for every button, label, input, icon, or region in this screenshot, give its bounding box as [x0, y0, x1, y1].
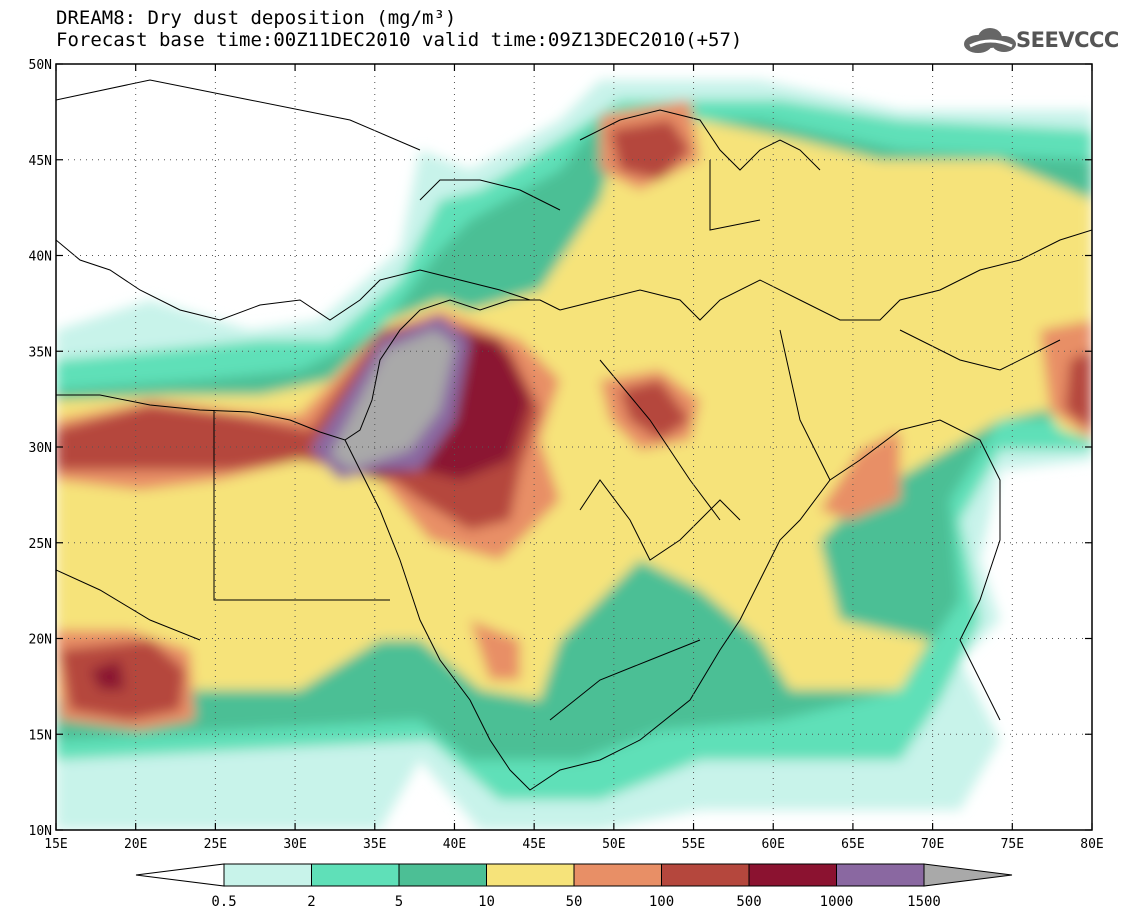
lon-tick-label: 15E [44, 837, 67, 850]
map-subtitle: Forecast base time:00Z11DEC2010 valid ti… [56, 29, 743, 51]
colorbar-swatch [486, 863, 575, 887]
colorbar-swatches [135, 863, 1013, 887]
colorbar-label: 1500 [907, 894, 941, 910]
colorbar-swatch [748, 863, 837, 887]
colorbar-label: 0.5 [211, 894, 236, 910]
colorbar-label: 500 [736, 894, 761, 910]
colorbar-label: 50 [566, 894, 583, 910]
colorbar-swatch [836, 863, 925, 887]
axis-ticks: 15E 20E 25E 30E 35E 40E 45E 50E 55E 60E 65E 70E 75E 8… [29, 58, 1104, 850]
colorbar-swatch [311, 863, 400, 887]
colorbar: 0.5 2 5 10 50 100 500 1000 1500 [135, 863, 1013, 910]
logo-text: SEEVCCC [1016, 28, 1119, 52]
lon-tick-label: 30E [283, 837, 306, 850]
lat-tick-label: 20N [29, 633, 52, 648]
lon-tick-label: 55E [682, 837, 705, 850]
lon-tick-label: 40E [443, 837, 466, 850]
lon-tick-label: 60E [761, 837, 784, 850]
colorbar-label: 10 [478, 894, 495, 910]
lon-tick-label: 70E [921, 837, 944, 850]
lon-tick-label: 25E [204, 837, 227, 850]
colorbar-swatch [223, 863, 312, 887]
colorbar-swatch [661, 863, 750, 887]
colorbar-swatch [398, 863, 487, 887]
lat-tick-label: 10N [29, 824, 52, 839]
coastlines [56, 79, 1092, 791]
lat-tick-label: 35N [29, 345, 52, 360]
lon-tick-label: 65E [841, 837, 864, 850]
lon-tick-label: 35E [363, 837, 386, 850]
map-title: DREAM8: Dry dust deposition (mg/m³) [56, 7, 457, 29]
colorbar-over-triangle [923, 863, 1013, 887]
colorbar-swatch [573, 863, 662, 887]
lat-tick-label: 40N [29, 250, 52, 265]
lat-tick-label: 30N [29, 441, 52, 456]
deposition-field [56, 64, 1092, 830]
colorbar-under-triangle [135, 863, 225, 887]
lon-tick-label: 80E [1080, 837, 1103, 850]
lat-tick-label: 15N [29, 728, 52, 743]
colorbar-label: 1000 [820, 894, 854, 910]
colorbar-labels: 0.5 2 5 10 50 100 500 1000 1500 [211, 894, 941, 910]
lat-tick-label: 50N [29, 58, 52, 73]
lat-tick-label: 25N [29, 537, 52, 552]
colorbar-label: 100 [649, 894, 674, 910]
lon-tick-label: 20E [124, 837, 147, 850]
dust-deposition-map: 15E 20E 25E 30E 35E 40E 45E 50E 55E 60E 65E 70E 75E 8… [29, 58, 1104, 850]
lon-tick-label: 50E [602, 837, 625, 850]
lon-tick-label: 75E [1001, 837, 1024, 850]
colorbar-label: 5 [395, 894, 403, 910]
lon-tick-label: 45E [522, 837, 545, 850]
colorbar-label: 2 [307, 894, 315, 910]
cloud-logo-icon [964, 28, 1016, 53]
lat-tick-label: 45N [29, 154, 52, 169]
